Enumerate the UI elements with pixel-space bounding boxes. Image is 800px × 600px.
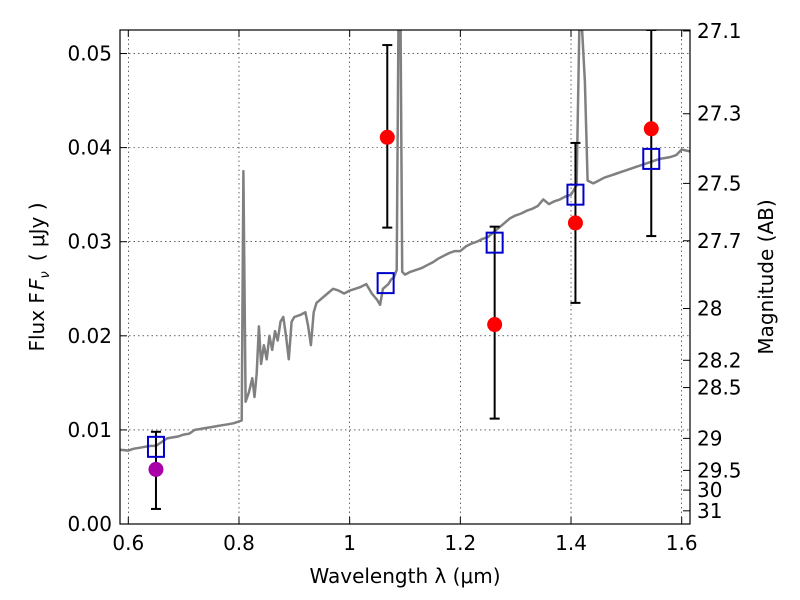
- y2-tick-label: 27.5: [697, 171, 742, 195]
- y2-tick-label: 28.5: [697, 376, 742, 400]
- plot-area: [120, 30, 690, 510]
- axes-frame: [119, 29, 691, 525]
- spectrum-line: [120, 30, 690, 452]
- y2-tick-label: 29: [697, 426, 722, 450]
- y2-tick-label: 28.2: [697, 348, 742, 372]
- y2-tick-label: 30: [697, 478, 722, 502]
- observed-point: [567, 215, 583, 231]
- observed-point: [148, 461, 164, 477]
- model-square-marker: [485, 231, 504, 254]
- y2-axis-label: Magnitude (AB): [754, 199, 778, 354]
- y2-tick-label: 27.1: [697, 19, 742, 43]
- y-axis-label-symbol: F: [25, 278, 49, 290]
- y-axis-label-text: Flux F: [25, 292, 49, 351]
- y-tick-label: 0.03: [67, 230, 112, 254]
- model-square-marker: [566, 183, 585, 206]
- y2-tick-label: 29.5: [697, 458, 742, 482]
- y2-tick-label: 27.7: [697, 229, 742, 253]
- observed-point: [487, 317, 503, 333]
- y2-tick-label: 27.3: [697, 102, 742, 126]
- x-tick-label: 1: [343, 531, 356, 555]
- ticks: 0.6 0.8 1 1.2 1.4 1.6 0.00 0.01 0.02 0.03 0.04 0.05…: [67, 19, 741, 555]
- observed-point: [379, 129, 395, 145]
- y-tick-label: 0.00: [67, 512, 112, 536]
- x-axis-label: Wavelength λ (μm): [309, 564, 500, 588]
- y-tick-label: 0.01: [67, 418, 112, 442]
- y2-tick-label: 31: [697, 499, 722, 523]
- x-tick-label: 0.8: [223, 531, 255, 555]
- y-tick-label: 0.04: [67, 136, 112, 160]
- svg-text:Flux FFν( μJy ): Flux F Fν ( μJy ): [25, 203, 53, 352]
- grid: [120, 30, 690, 525]
- plot-content: [120, 30, 690, 510]
- y-axis-label-units: ( μJy ): [25, 203, 49, 262]
- observed-point: [643, 121, 659, 137]
- y2-tick-label: 28: [697, 297, 722, 321]
- x-tick-label: 0.6: [112, 531, 144, 555]
- model-square-marker: [146, 435, 165, 458]
- y-axis-label-sub: ν: [38, 271, 53, 278]
- model-square-marker: [642, 147, 661, 170]
- x-tick-label: 1.6: [666, 531, 698, 555]
- y-tick-label: 0.05: [67, 42, 112, 66]
- x-tick-label: 1.4: [555, 531, 587, 555]
- model-square-marker: [376, 272, 395, 295]
- y-axis-label: Flux F Fν ( μJy ): [25, 203, 53, 352]
- x-tick-label: 1.2: [444, 531, 476, 555]
- y-tick-label: 0.02: [67, 324, 112, 348]
